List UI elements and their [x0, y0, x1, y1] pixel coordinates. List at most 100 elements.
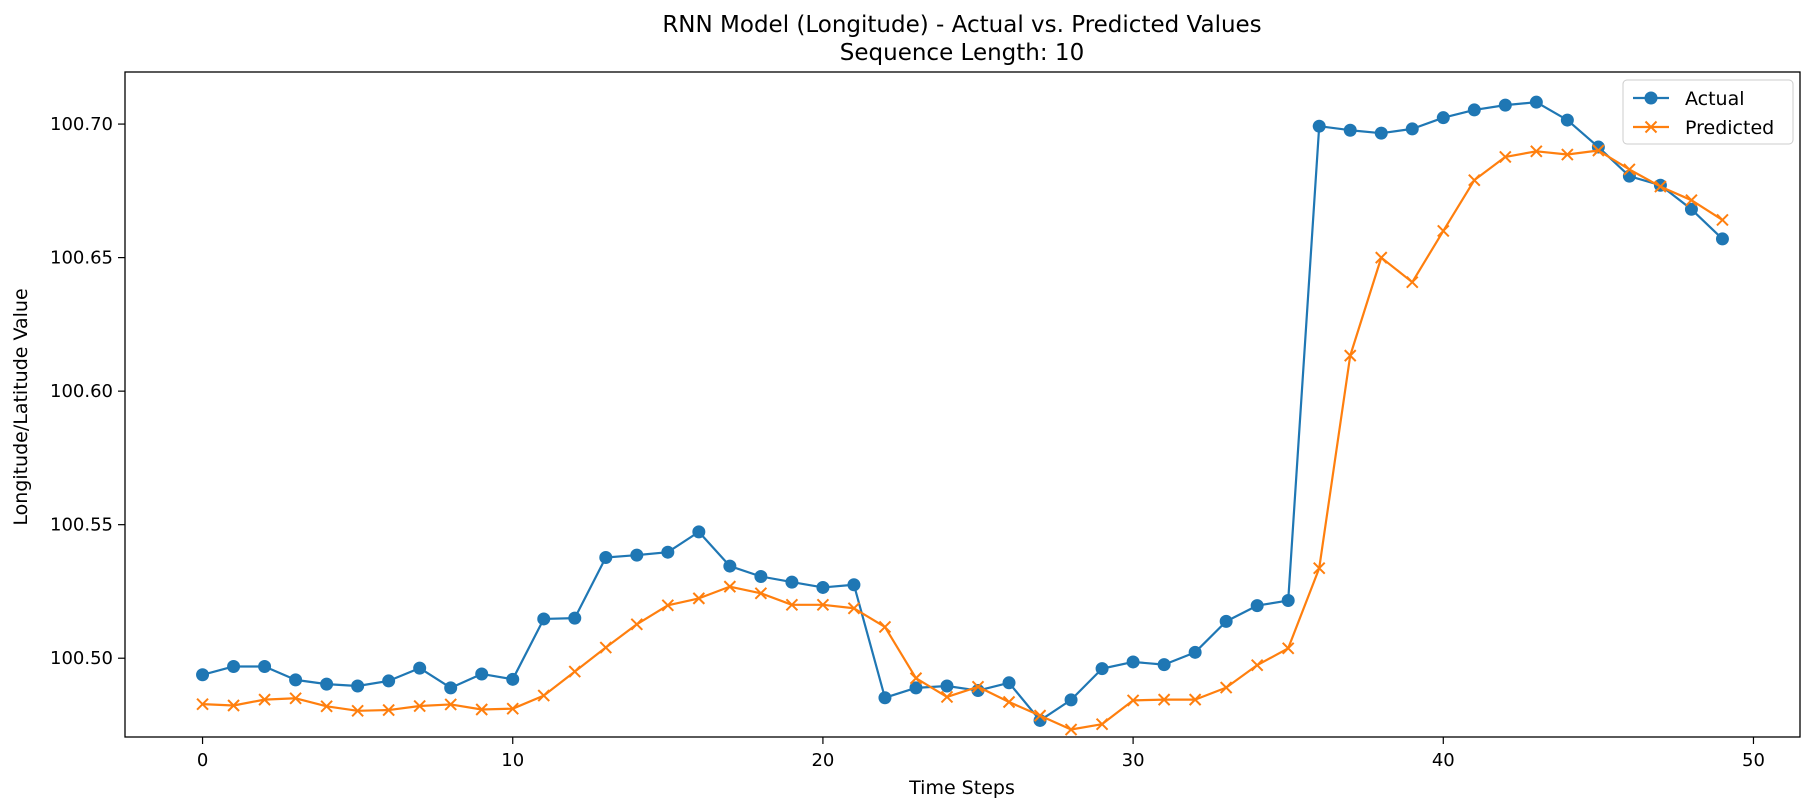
- x-tick-label: 10: [501, 750, 524, 771]
- data-point-actual: [1343, 123, 1357, 137]
- data-point-actual: [568, 611, 582, 625]
- data-point-actual: [320, 677, 334, 691]
- data-point-actual: [537, 612, 551, 626]
- data-point-predicted: [444, 698, 457, 711]
- chart-title: RNN Model (Longitude) - Actual vs. Predi…: [662, 12, 1261, 66]
- data-point-predicted: [258, 693, 271, 706]
- data-point-actual: [692, 525, 706, 539]
- data-point-predicted: [847, 602, 861, 615]
- legend-label: Predicted: [1685, 117, 1774, 139]
- chart-title-line1: RNN Model (Longitude) - Actual vs. Predi…: [662, 12, 1261, 38]
- data-point-actual: [1157, 658, 1171, 672]
- x-tick-label: 0: [197, 750, 208, 771]
- data-point-actual: [847, 578, 861, 592]
- data-point-predicted: [1219, 681, 1233, 694]
- legend-marker-predicted: [1644, 120, 1658, 134]
- x-tick-label: 30: [1122, 750, 1145, 771]
- data-point-actual: [1126, 655, 1140, 669]
- data-point-actual: [444, 681, 458, 695]
- data-point-predicted: [692, 592, 706, 605]
- data-point-predicted: [816, 598, 830, 612]
- data-point-predicted: [351, 704, 364, 718]
- data-point-actual: [940, 679, 954, 693]
- data-point-actual: [506, 672, 520, 686]
- series-line-actual: [202, 101, 1724, 722]
- data-point-actual: [1219, 614, 1233, 628]
- data-point-actual: [1560, 113, 1574, 127]
- data-point-actual: [1064, 693, 1078, 707]
- data-point-actual: [227, 659, 241, 673]
- data-point-predicted: [1437, 224, 1450, 238]
- legend: Actual Predicted: [1622, 79, 1794, 145]
- data-point-predicted: [1002, 695, 1016, 709]
- legend-marker-actual: [1644, 91, 1658, 105]
- data-point-actual: [723, 559, 737, 573]
- x-tick-label: 50: [1742, 750, 1765, 771]
- data-point-predicted: [1499, 150, 1512, 164]
- data-point-predicted: [1654, 180, 1667, 193]
- data-point-actual: [1684, 202, 1698, 216]
- legend-label: Actual: [1685, 88, 1745, 110]
- data-point-actual: [785, 575, 799, 589]
- data-point-predicted: [1468, 173, 1481, 187]
- data-point-actual: [1281, 594, 1295, 608]
- data-point-actual: [909, 681, 923, 695]
- data-point-actual: [351, 679, 365, 693]
- data-point-predicted: [289, 692, 302, 705]
- data-point-predicted: [1406, 275, 1419, 289]
- data-point-actual: [630, 548, 644, 562]
- data-point-predicted: [1157, 693, 1171, 706]
- legend-entry-actual: Actual: [1633, 88, 1745, 110]
- x-axis: 0 10 20 30 40 50: [197, 737, 1765, 771]
- data-point-actual: [1715, 232, 1729, 246]
- data-point-predicted: [568, 665, 581, 678]
- data-point-predicted: [754, 587, 768, 600]
- data-point-predicted: [1250, 658, 1264, 672]
- data-point-predicted: [227, 699, 240, 712]
- data-point-predicted: [1716, 213, 1729, 227]
- y-axis: 100.50 100.55 100.60 100.65 100.70: [50, 114, 125, 669]
- data-point-actual: [196, 668, 210, 682]
- data-point-actual: [289, 673, 303, 687]
- y-tick-label: 100.50: [50, 648, 113, 669]
- data-point-actual: [382, 674, 396, 688]
- data-point-actual: [599, 551, 613, 565]
- data-point-actual: [754, 569, 768, 583]
- data-point-actual: [1002, 676, 1016, 690]
- legend-entry-predicted: Predicted: [1633, 117, 1774, 139]
- data-point-predicted: [661, 599, 675, 612]
- data-point-actual: [1498, 98, 1512, 112]
- data-point-predicted: [1095, 717, 1109, 731]
- data-point-predicted: [599, 641, 612, 654]
- data-point-actual: [1405, 122, 1419, 136]
- data-point-predicted: [537, 689, 550, 702]
- data-point-predicted: [1592, 144, 1605, 157]
- data-point-actual: [816, 580, 830, 594]
- plot-frame: [124, 71, 1801, 738]
- data-point-predicted: [196, 697, 209, 711]
- data-point-actual: [1436, 111, 1450, 125]
- series-actual: [196, 95, 1729, 727]
- data-point-predicted: [1281, 642, 1295, 655]
- data-point-predicted: [878, 620, 892, 634]
- x-axis-label: Time Steps: [908, 777, 1015, 799]
- series-line-predicted: [202, 149, 1724, 731]
- data-point-predicted: [940, 690, 954, 704]
- data-point-predicted: [1623, 163, 1636, 176]
- chart-subtitle: Sequence Length: 10: [840, 40, 1084, 66]
- data-point-actual: [413, 661, 427, 675]
- data-point-actual: [1095, 662, 1109, 676]
- data-point-actual: [475, 667, 489, 681]
- data-point-predicted: [382, 703, 395, 717]
- data-point-actual: [1529, 95, 1543, 109]
- data-point-predicted: [413, 699, 426, 713]
- data-point-predicted: [1375, 251, 1388, 264]
- data-point-predicted: [630, 618, 644, 631]
- data-point-predicted: [1561, 148, 1574, 161]
- data-point-predicted: [320, 700, 333, 713]
- data-point-actual: [1312, 119, 1326, 133]
- data-point-actual: [258, 659, 272, 673]
- y-tick-label: 100.55: [50, 515, 113, 536]
- data-point-predicted: [1126, 694, 1140, 707]
- data-point-actual: [1188, 645, 1202, 659]
